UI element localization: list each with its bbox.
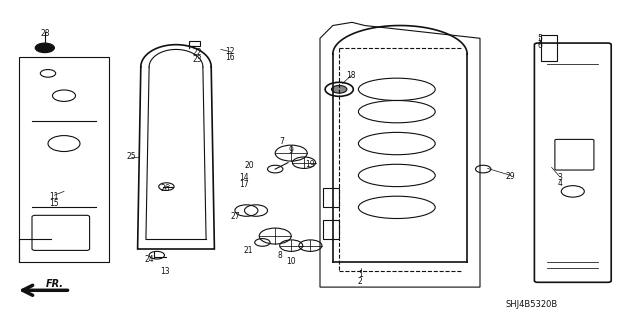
- Text: 17: 17: [239, 180, 250, 189]
- Bar: [323, 220, 339, 239]
- Text: 10: 10: [286, 257, 296, 266]
- Text: 12: 12: [226, 47, 235, 56]
- Text: 9: 9: [289, 146, 294, 155]
- Bar: [541, 35, 557, 61]
- Text: 3: 3: [557, 173, 563, 182]
- Text: 4: 4: [557, 179, 563, 188]
- Text: FR.: FR.: [45, 279, 63, 289]
- Text: 2: 2: [358, 277, 363, 286]
- Text: 8: 8: [278, 251, 283, 260]
- Text: 26: 26: [160, 184, 170, 193]
- Text: 22: 22: [193, 48, 202, 57]
- Text: 28: 28: [40, 29, 49, 38]
- Text: 19: 19: [305, 160, 316, 169]
- Text: 20: 20: [244, 161, 255, 170]
- Text: 21: 21: [244, 246, 253, 255]
- Text: 1: 1: [358, 271, 363, 279]
- Text: 23: 23: [192, 55, 202, 63]
- Circle shape: [332, 85, 347, 93]
- Circle shape: [35, 43, 54, 53]
- Text: 27: 27: [230, 212, 241, 221]
- Text: SHJ4B5320B: SHJ4B5320B: [505, 300, 557, 309]
- Text: 13: 13: [160, 267, 170, 276]
- Text: 16: 16: [225, 53, 236, 62]
- Text: 15: 15: [49, 199, 60, 208]
- Text: 11: 11: [50, 192, 59, 201]
- Text: 25: 25: [126, 152, 136, 161]
- Text: 5: 5: [537, 34, 542, 43]
- Text: 14: 14: [239, 173, 250, 182]
- Text: 7: 7: [279, 137, 284, 146]
- Text: 6: 6: [537, 41, 542, 50]
- Bar: [189, 41, 200, 46]
- Text: 18: 18: [346, 71, 355, 80]
- Bar: [323, 188, 339, 207]
- Text: 29: 29: [506, 172, 516, 181]
- Text: 24: 24: [144, 256, 154, 264]
